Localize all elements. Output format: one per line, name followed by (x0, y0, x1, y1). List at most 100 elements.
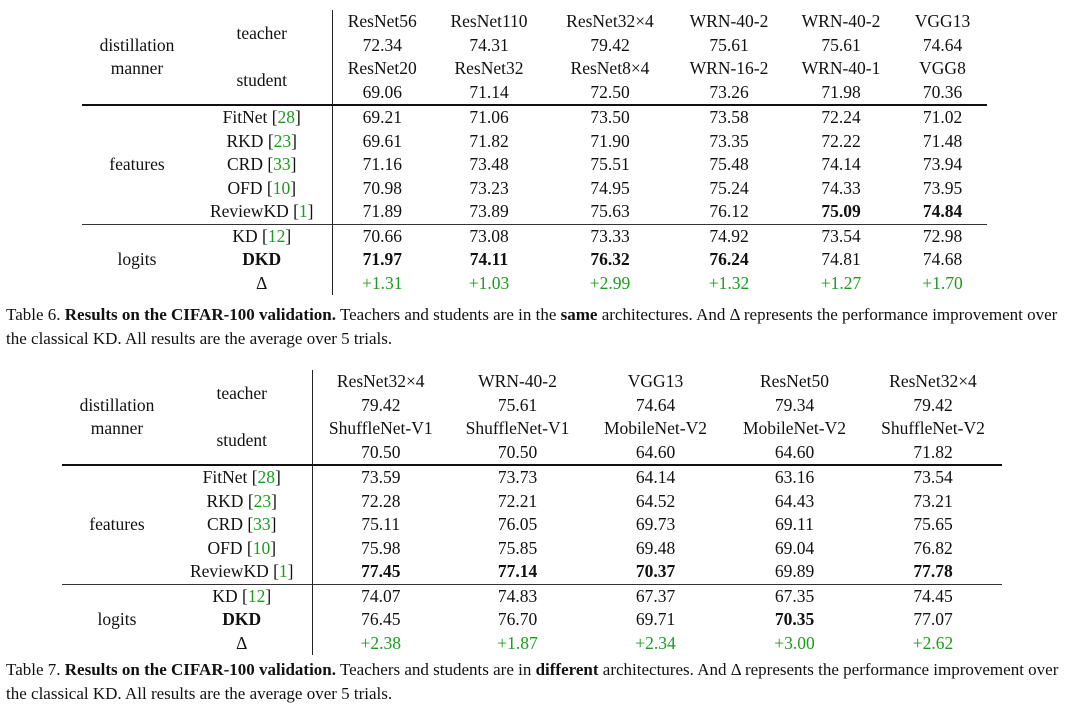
manner-label-line: manner (90, 418, 144, 438)
student-name: VGG8 (919, 58, 966, 78)
method-name: DKD (172, 608, 312, 632)
citation-link[interactable]: 23 (273, 130, 292, 151)
result-cell: 77.14 (497, 561, 538, 581)
result-cell: 76.82 (913, 537, 953, 558)
result-cell: 73.23 (469, 177, 509, 198)
delta-value: +2.38 (311, 631, 449, 655)
result-cell: 76.45 (311, 608, 449, 632)
student-acc: 71.98 (821, 81, 861, 102)
table-row: features FitNet [28] 73.59 73.73 64.14 63.16 7… (62, 464, 1002, 584)
result-cell: 64.14 (586, 464, 725, 490)
citation-link[interactable]: 33 (273, 154, 291, 174)
caption-emphasis: different (535, 660, 599, 679)
student-name: ShuffleNet-V2 (881, 418, 985, 438)
result-cell: 75.98 (311, 536, 449, 560)
caption-prefix: Table 6. (6, 305, 65, 324)
result-cell: 70.66 (331, 223, 432, 248)
result-cell: 69.11 (775, 514, 814, 534)
result-cell: 69.73 (635, 514, 676, 534)
result-cell: 69.21 (331, 104, 432, 130)
result-cell: 73.59 (311, 464, 449, 490)
delta-symbol: Δ (256, 272, 268, 293)
table-6-caption: Table 6. Results on the CIFAR-100 valida… (6, 303, 1078, 351)
result-cell: 73.54 (784, 223, 898, 248)
method-name: Δ (192, 272, 332, 296)
header-row: 70.50 70.50 64.60 64.60 71.82 (62, 440, 1002, 465)
citation-link[interactable]: 10 (272, 177, 291, 198)
method-name: RKD [23] (226, 130, 297, 151)
table-7-body: distillation manner teacher ResNet32×4 WRN-4… (62, 370, 1002, 655)
delta-value: +2.62 (912, 632, 954, 653)
teacher-label: teacher (236, 22, 287, 43)
method-name: FitNet [28] (192, 104, 332, 130)
citation-link[interactable]: 1 (298, 201, 308, 221)
teacher-name: VGG13 (914, 11, 971, 31)
result-cell: 69.04 (774, 537, 815, 558)
result-cell: 71.82 (469, 130, 509, 151)
student-name: WRN-40-1 (801, 58, 881, 78)
student-name: ResNet8×4 (570, 58, 650, 78)
result-cell: 74.14 (821, 154, 861, 174)
result-cell: 75.65 (913, 514, 953, 534)
citation-link[interactable]: 28 (257, 467, 276, 487)
teacher-name: ResNet32×4 (889, 371, 977, 391)
result-cell: 76.24 (709, 249, 749, 269)
delta-value: +1.27 (820, 272, 862, 293)
result-cell: 74.68 (922, 249, 963, 269)
student-acc: 72.50 (590, 81, 630, 102)
method-label: DKD (242, 249, 282, 269)
teacher-acc: 74.64 (922, 34, 963, 55)
student-name: MobileNet-V2 (603, 418, 708, 438)
citation-link[interactable]: 12 (267, 225, 286, 246)
result-cell: 73.08 (432, 223, 546, 248)
teacher-acc: 75.61 (709, 34, 749, 55)
result-cell: 73.58 (674, 104, 784, 130)
result-cell: 75.09 (821, 201, 861, 221)
result-cell: 73.89 (469, 201, 509, 221)
teacher-name: WRN-40-2 (478, 371, 557, 391)
logits-group-label: logits (82, 223, 192, 295)
result-cell: 71.48 (922, 130, 963, 151)
method-label: RKD (226, 130, 264, 151)
student-name: MobileNet-V2 (742, 418, 847, 438)
result-cell: 73.73 (449, 464, 586, 490)
citation-link[interactable]: 28 (277, 107, 296, 127)
result-cell: 67.37 (586, 583, 725, 608)
student-label: student (236, 69, 288, 90)
features-group-label: features (82, 104, 192, 224)
citation-link[interactable]: 1 (278, 561, 288, 581)
teacher-name: ResNet32×4 (566, 11, 654, 31)
method-name: DKD (192, 248, 332, 272)
result-cell: 74.45 (864, 583, 1002, 608)
method-label: FitNet (202, 467, 248, 487)
method-name: KD [12] (172, 583, 312, 608)
result-cell: 75.51 (590, 154, 630, 174)
result-cell: 67.35 (725, 583, 864, 608)
result-cell: 74.11 (469, 249, 509, 269)
delta-value: +1.03 (468, 272, 510, 293)
citation-link[interactable]: 33 (253, 514, 271, 534)
student-name: ResNet20 (331, 57, 432, 81)
citation-link[interactable]: 10 (252, 537, 271, 558)
result-cell: 76.32 (590, 249, 630, 269)
method-name: FitNet [28] (172, 464, 312, 490)
result-cell: 75.24 (709, 177, 749, 198)
method-name: ReviewKD [1] (189, 561, 294, 581)
result-cell: 73.94 (922, 154, 963, 174)
method-label: ReviewKD (209, 201, 289, 221)
result-cell: 76.05 (497, 514, 538, 534)
result-cell: 74.83 (449, 583, 586, 608)
table-row: RKD [23] 72.28 72.21 64.52 64.43 73.21 (62, 489, 1002, 513)
student-name: ShuffleNet-V1 (465, 418, 570, 438)
method-name: RKD [23] (206, 490, 277, 511)
result-cell: 63.16 (725, 464, 864, 490)
citation-link[interactable]: 12 (247, 585, 266, 606)
result-cell: 73.95 (922, 177, 963, 198)
table-row: CRD [33] 75.11 76.05 69.73 69.11 75.65 (62, 513, 1002, 537)
teacher-acc: 79.34 (774, 394, 815, 415)
citation-link[interactable]: 23 (253, 490, 272, 511)
result-cell: 72.24 (784, 104, 898, 130)
teacher-acc: 75.61 (821, 34, 861, 55)
distillation-manner-label: distillation manner (62, 370, 172, 465)
header-row: student ShuffleNet-V1 ShuffleNet-V1 MobileN… (62, 417, 1002, 450)
